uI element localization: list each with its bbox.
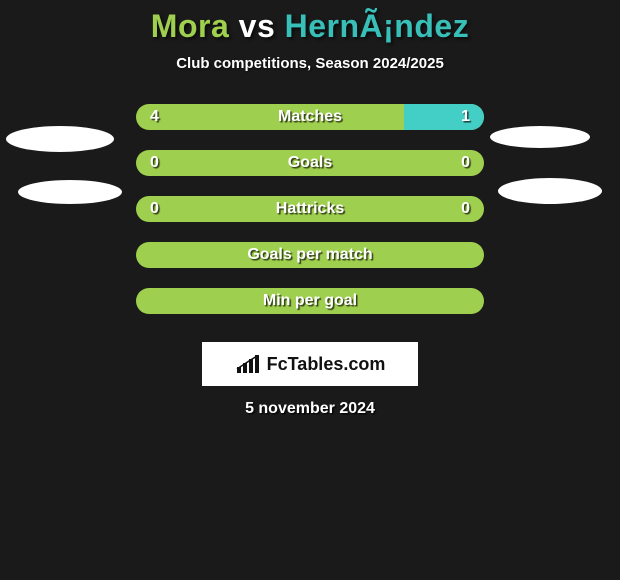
title-left: Mora	[151, 8, 229, 44]
stat-left-value: 4	[150, 108, 159, 126]
stat-left-value: 0	[150, 154, 159, 172]
source-badge: FcTables.com	[202, 342, 418, 386]
badge-text: FcTables.com	[267, 354, 386, 375]
stat-right-value: 0	[461, 200, 470, 218]
stat-right-value: 1	[461, 108, 470, 126]
side-ellipse	[490, 126, 590, 148]
stat-right-value: 0	[461, 154, 470, 172]
stat-bar-fill	[404, 104, 484, 130]
side-ellipse	[18, 180, 122, 204]
side-ellipse	[6, 126, 114, 152]
chart-icon	[235, 353, 261, 375]
stat-left-value: 0	[150, 200, 159, 218]
title-right: HernÃ¡ndez	[285, 8, 470, 44]
stat-label: Matches	[278, 108, 342, 126]
stat-row: Min per goal	[0, 286, 620, 332]
stat-label: Min per goal	[263, 292, 357, 310]
page-title: Mora vs HernÃ¡ndez	[0, 0, 620, 45]
subtitle: Club competitions, Season 2024/2025	[0, 55, 620, 72]
stat-row: Goals per match	[0, 240, 620, 286]
side-ellipse	[498, 178, 602, 204]
stat-label: Hattricks	[276, 200, 344, 218]
stat-label: Goals	[288, 154, 332, 172]
title-vs: vs	[229, 8, 284, 44]
date-label: 5 november 2024	[0, 400, 620, 418]
stat-label: Goals per match	[247, 246, 372, 264]
